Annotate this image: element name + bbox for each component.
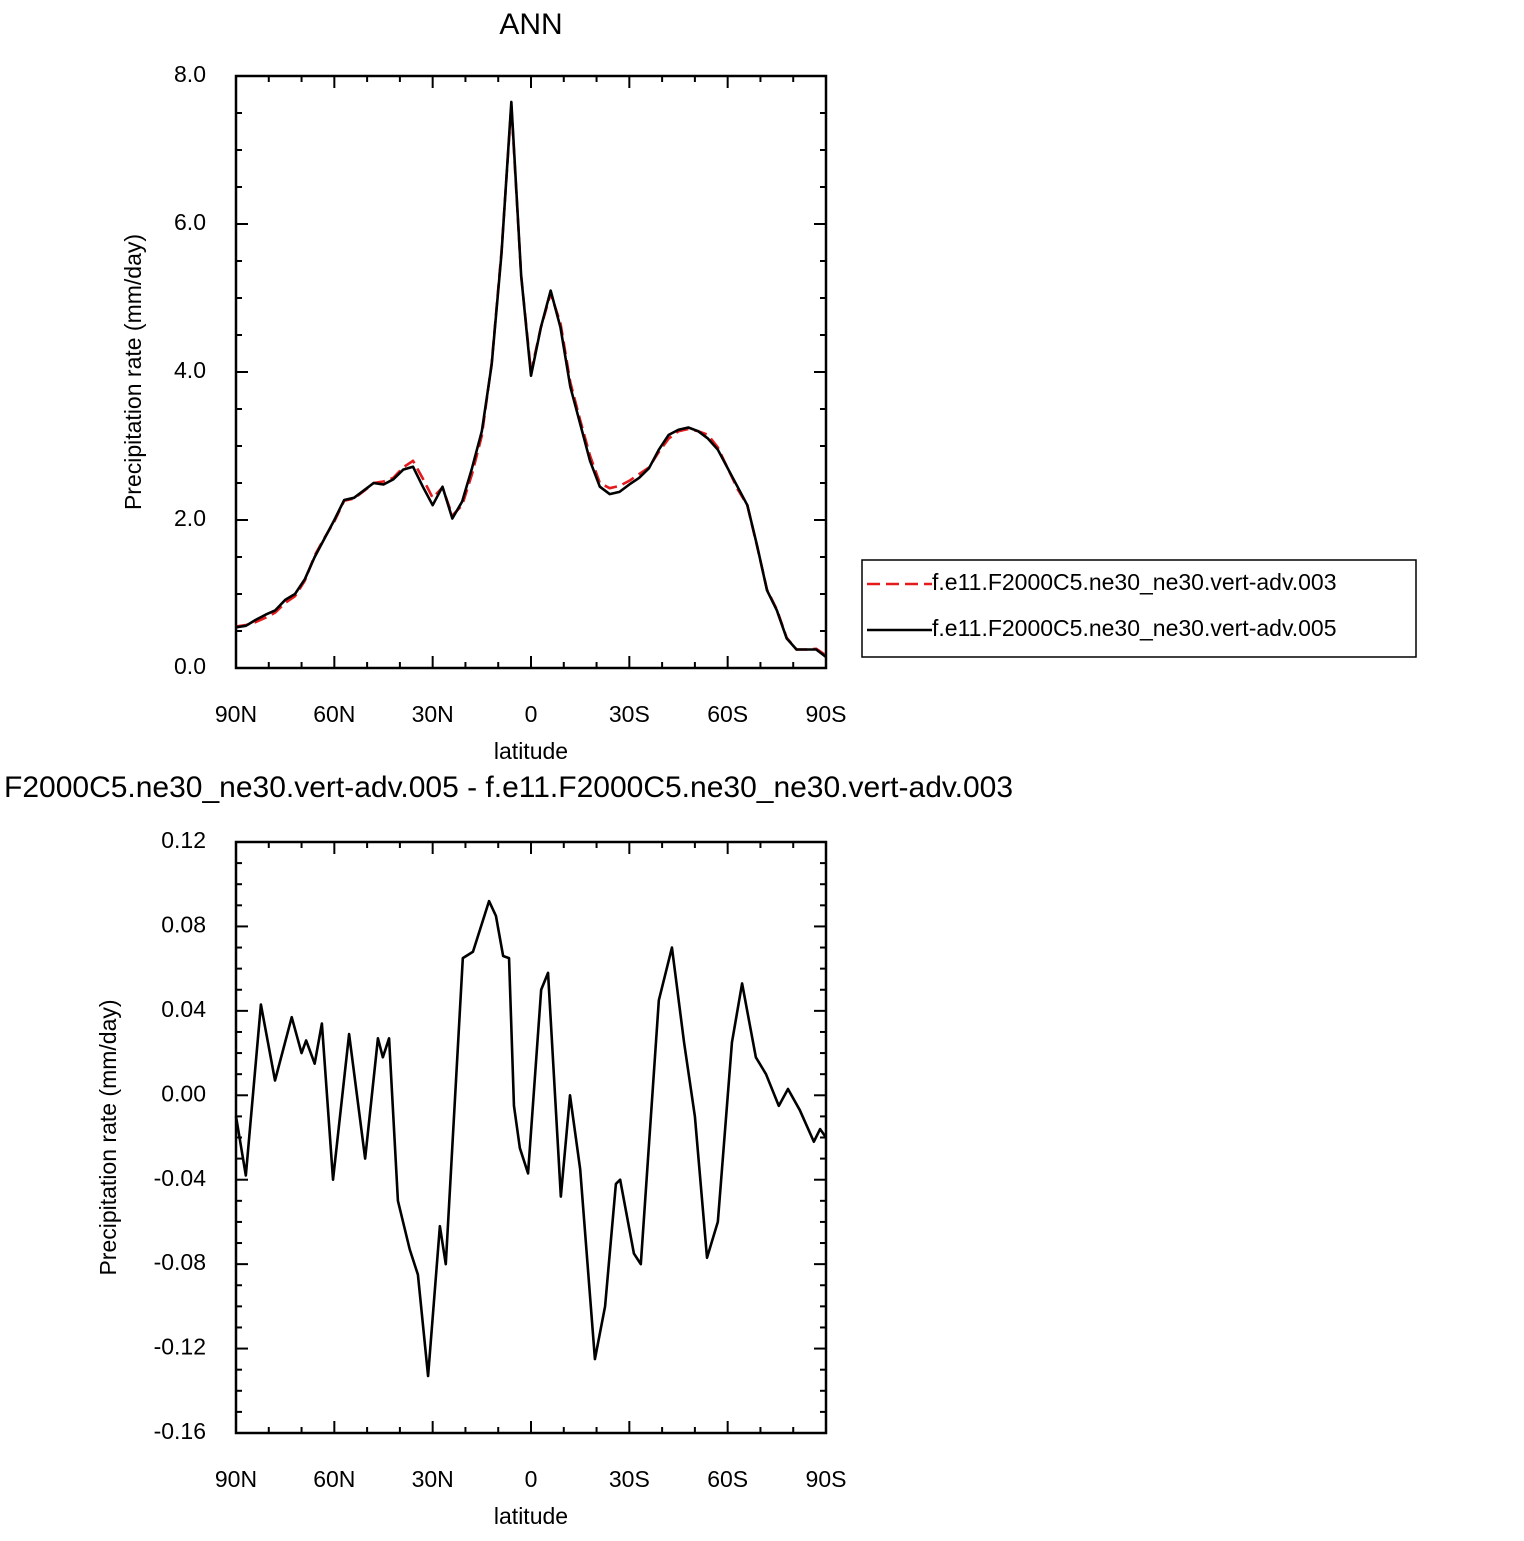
plot-frame bbox=[234, 840, 828, 1435]
x-tick-label: 90S bbox=[806, 701, 847, 727]
x-tick-label: 30N bbox=[412, 1466, 454, 1492]
x-tick-label: 30S bbox=[609, 701, 650, 727]
x-tick-label: 60N bbox=[313, 701, 355, 727]
x-tick-label: 30S bbox=[609, 1466, 650, 1492]
x-tick-label: 60N bbox=[313, 1466, 355, 1492]
series-line bbox=[235, 100, 827, 658]
x-tick-label: 90S bbox=[806, 1466, 847, 1492]
x-tick-label: 60S bbox=[707, 701, 748, 727]
chart-title: ANN bbox=[499, 8, 562, 41]
y-tick-label: 0.08 bbox=[161, 912, 206, 938]
legend-box bbox=[861, 559, 1417, 658]
chart-title: F2000C5.ne30_ne30.vert-adv.005 - f.e11.F… bbox=[4, 771, 1013, 804]
x-axis-label: latitude bbox=[494, 1503, 568, 1529]
legend-label: f.e11.F2000C5.ne30_ne30.vert-adv.005 bbox=[932, 615, 1337, 641]
y-tick-label: 0.0 bbox=[174, 653, 206, 679]
y-tick-label: -0.12 bbox=[154, 1334, 206, 1360]
x-tick-label: 60S bbox=[707, 1466, 748, 1492]
y-tick-label: 8.0 bbox=[174, 61, 206, 87]
y-tick-label: 6.0 bbox=[174, 209, 206, 235]
x-tick-label: 0 bbox=[525, 1466, 538, 1492]
x-tick-label: 90N bbox=[215, 1466, 257, 1492]
y-tick-label: 0.12 bbox=[161, 827, 206, 853]
legend-label: f.e11.F2000C5.ne30_ne30.vert-adv.003 bbox=[932, 569, 1337, 595]
plot-frame bbox=[234, 74, 828, 670]
x-axis-label: latitude bbox=[494, 738, 568, 764]
y-tick-label: 2.0 bbox=[174, 505, 206, 531]
series-line bbox=[234, 899, 828, 1378]
y-tick-label: -0.08 bbox=[154, 1249, 206, 1275]
y-axis-label: Precipitation rate (mm/day) bbox=[95, 999, 121, 1275]
x-tick-label: 0 bbox=[525, 701, 538, 727]
x-tick-label: 30N bbox=[412, 701, 454, 727]
y-tick-label: 4.0 bbox=[174, 357, 206, 383]
y-tick-label: -0.16 bbox=[154, 1418, 206, 1444]
y-tick-label: 0.04 bbox=[161, 996, 206, 1022]
series-line bbox=[235, 104, 827, 657]
y-axis-label: Precipitation rate (mm/day) bbox=[120, 234, 146, 510]
x-tick-label: 90N bbox=[215, 701, 257, 727]
y-tick-label: -0.04 bbox=[154, 1165, 207, 1191]
y-tick-label: 0.00 bbox=[161, 1080, 206, 1106]
